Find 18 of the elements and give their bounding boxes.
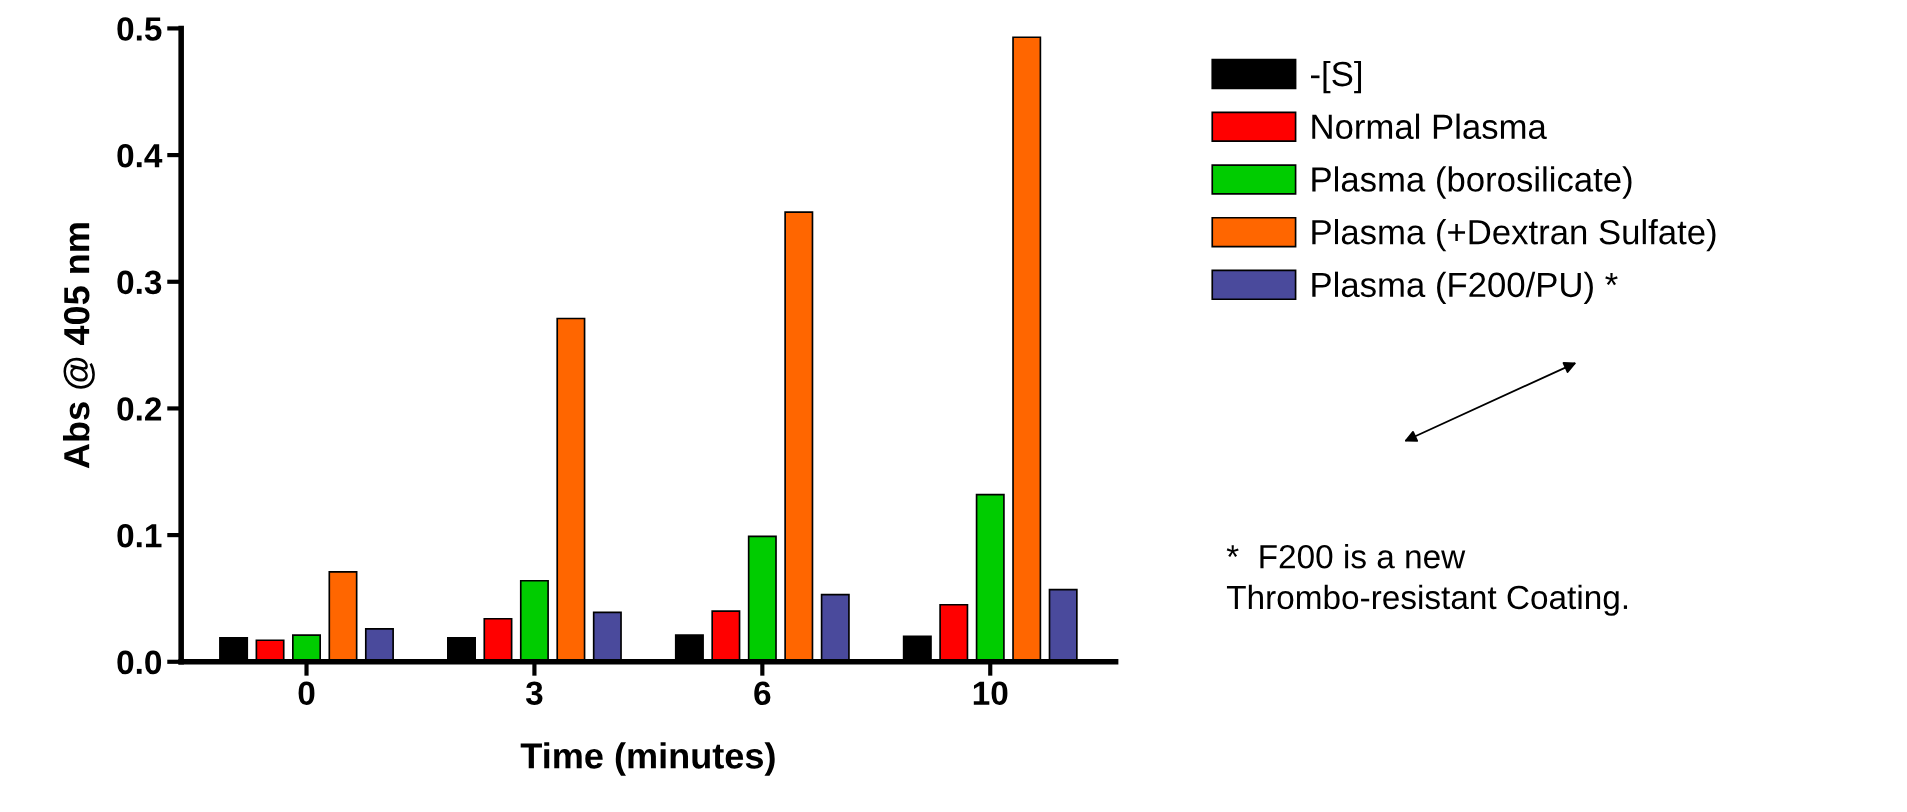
x-tick-label: 3 — [525, 681, 543, 706]
y-tick-label: 0.2 — [117, 397, 162, 421]
legend-label: Normal Plasma — [1312, 113, 1547, 140]
y-tick-label: 0.3 — [117, 270, 162, 295]
x-tick-label: 6 — [754, 681, 771, 706]
x-tick-label: 0 — [298, 681, 315, 706]
y-tick-label: 0.0 — [117, 650, 162, 675]
y-tick-label: 0.4 — [117, 143, 163, 168]
x-tick-label: 10 — [973, 681, 1008, 706]
x-axis-title: Time (minutes) — [520, 742, 775, 776]
legend-label: Plasma (F200/PU) * — [1312, 271, 1618, 305]
legend-label: -[S] — [1311, 60, 1362, 94]
y-tick-label: 0.1 — [117, 523, 162, 548]
y-tick-label: 0.5 — [117, 17, 162, 41]
legend-label: Plasma (borosilicate) — [1312, 166, 1632, 199]
text: * F200 is a new Thrombo-resistant Coating. — [1226, 544, 1628, 616]
legend-label: Plasma (+Dextran Sulfate) — [1312, 218, 1716, 252]
y-axis-title: Abs @ 405 nm — [62, 223, 95, 469]
